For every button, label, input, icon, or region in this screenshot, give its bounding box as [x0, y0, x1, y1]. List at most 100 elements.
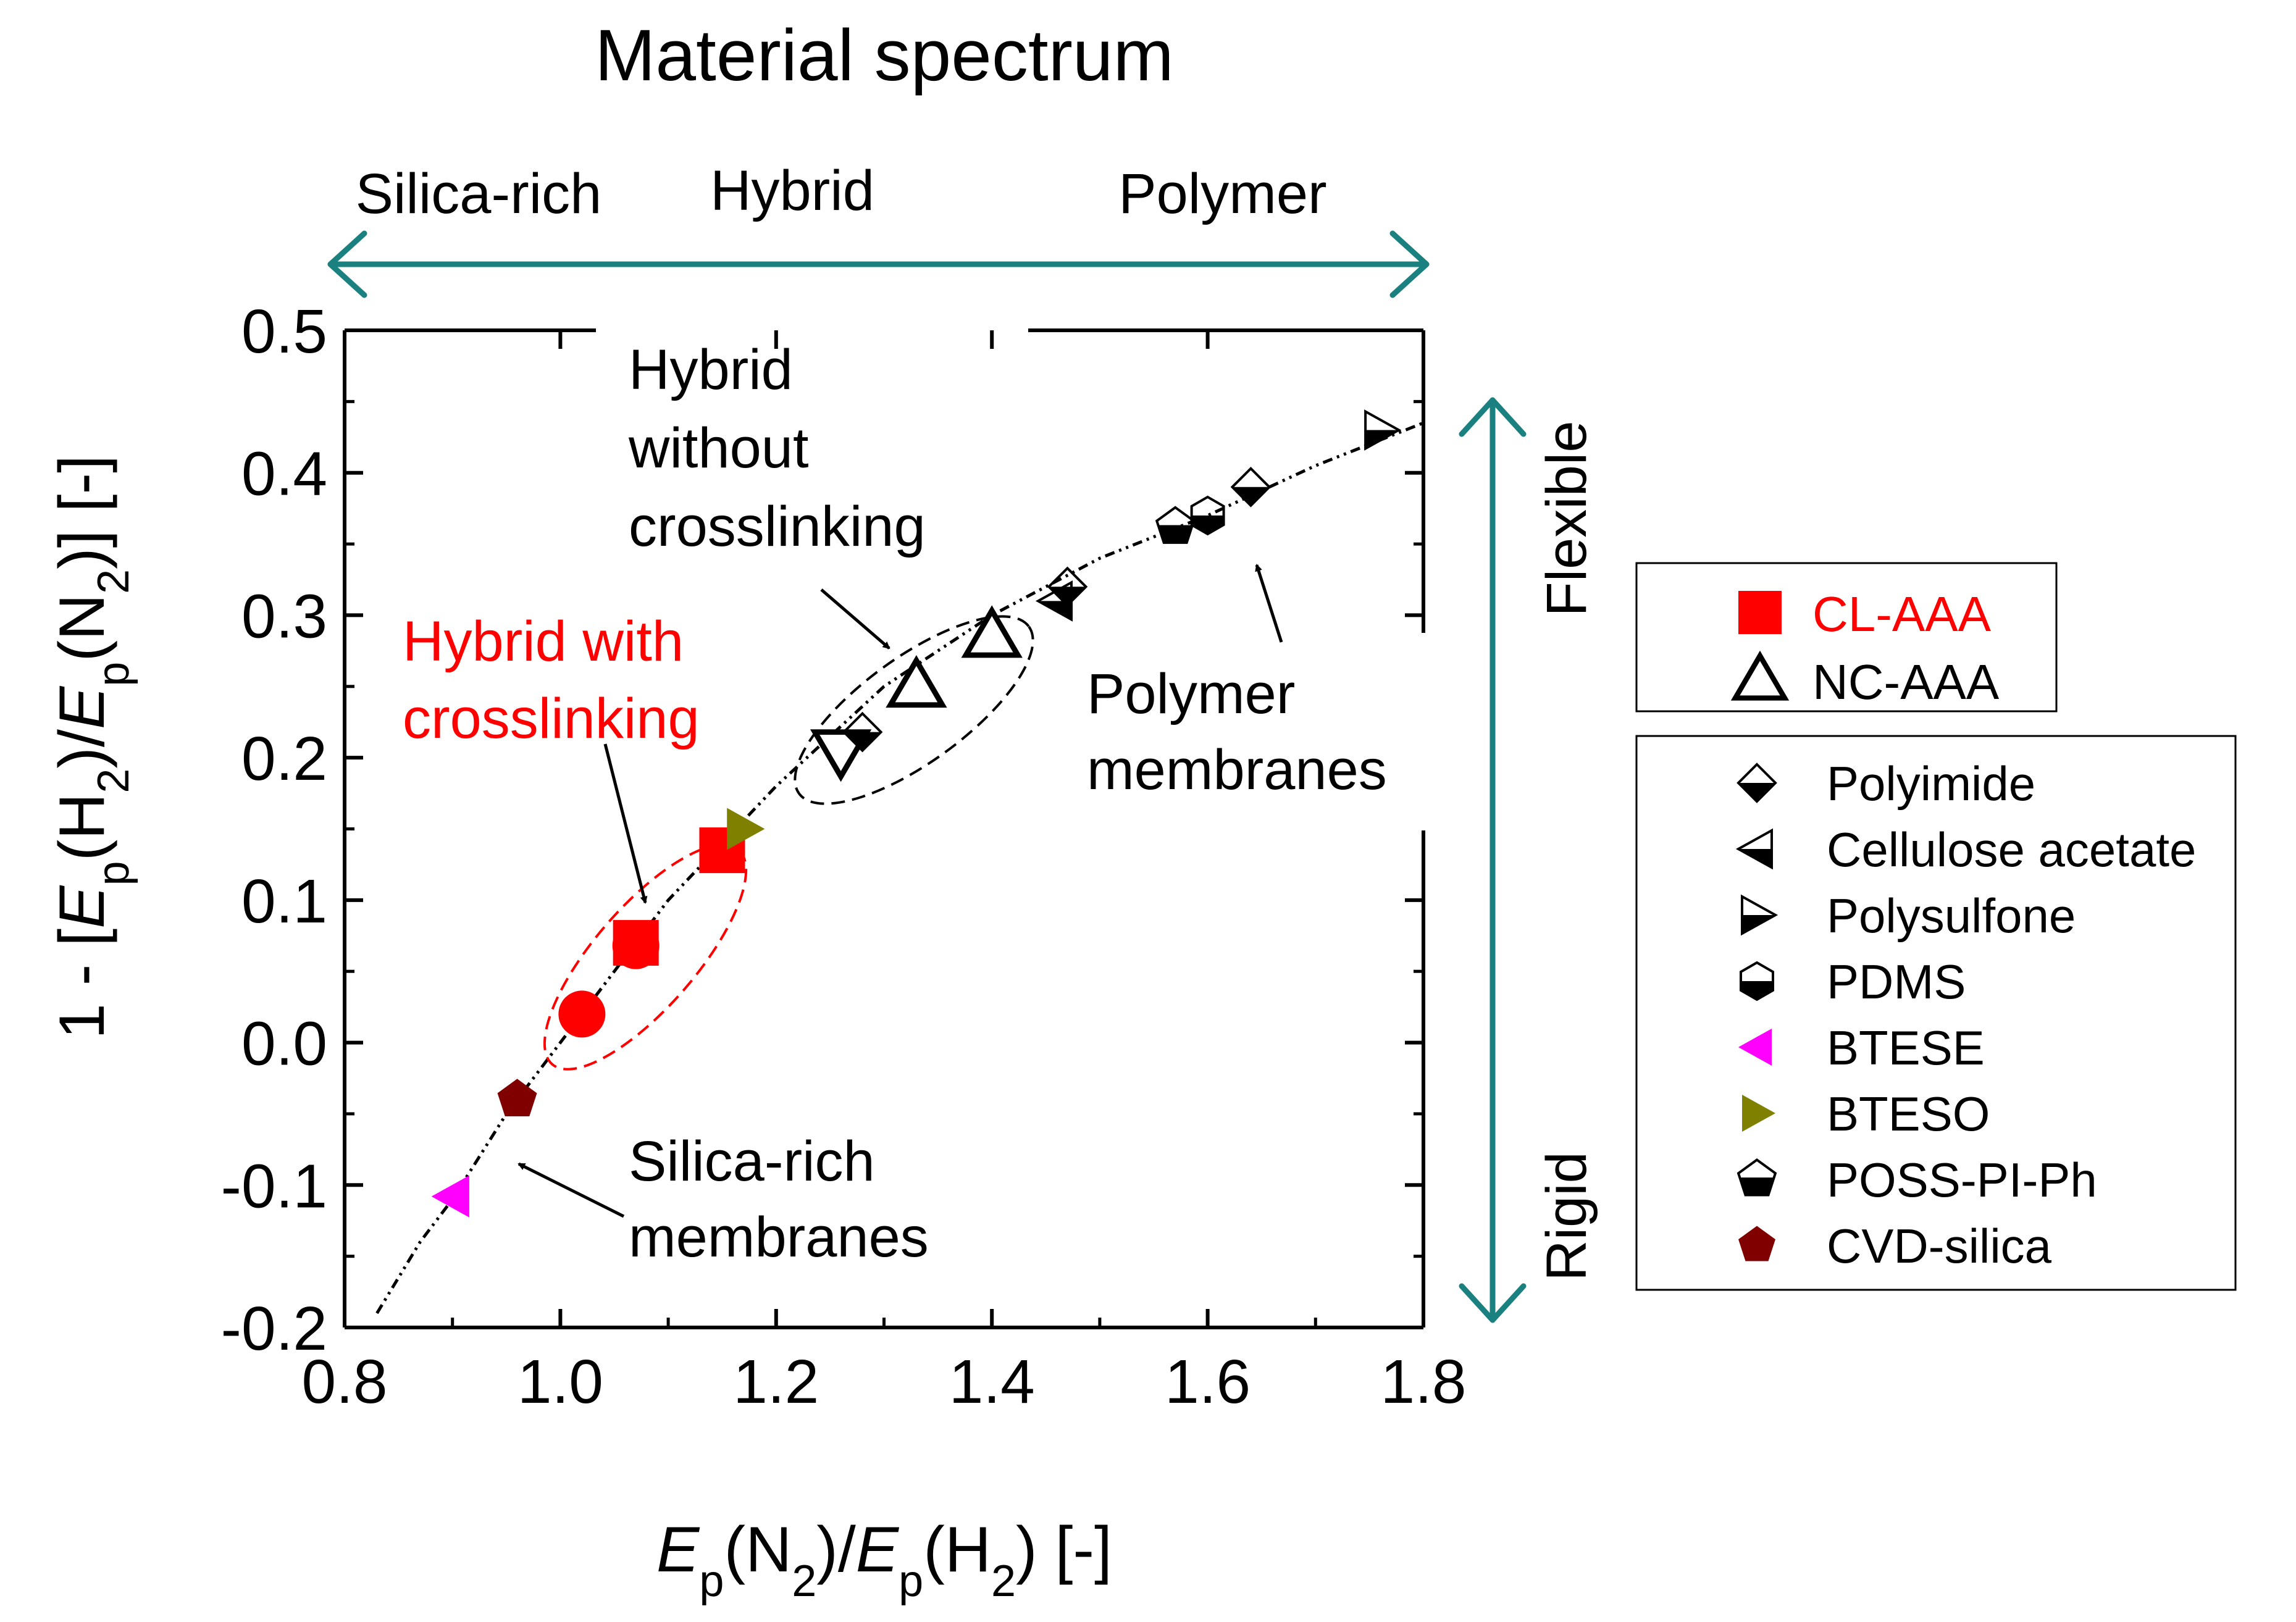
- spectrum-arrow: [327, 230, 1430, 298]
- axis-label-part: 1 - [: [46, 929, 118, 1039]
- annotation-line: crosslinking: [629, 495, 926, 558]
- annotation-line: membranes: [629, 1206, 929, 1269]
- data-point-triangle-left: [431, 1175, 469, 1218]
- chart-title: Material spectrum: [595, 15, 1174, 96]
- x-tick-label: 0.8: [301, 1347, 387, 1416]
- flexible-label: Flexible: [1535, 420, 1598, 616]
- annotation-line: without: [628, 417, 809, 480]
- legend-item: Cellulose acetate: [1735, 822, 2196, 877]
- axis-label-part: E: [46, 685, 118, 729]
- x-tick-label: 1.0: [517, 1347, 603, 1416]
- annotation-hybrid-no-cl: Hybrid without crosslinking: [628, 338, 926, 558]
- axis-label-part: )] [-]: [46, 455, 118, 569]
- data-point-triangle-open: [886, 655, 947, 708]
- legend-item: CL-AAA: [1738, 587, 1992, 642]
- flexibility-arrow: [1459, 397, 1527, 1323]
- data-point-circle: [612, 922, 660, 969]
- annotation-line: Silica-rich: [629, 1130, 875, 1193]
- legend-item: NC-AAA: [1730, 650, 2000, 709]
- legend-label: BTESO: [1827, 1087, 1990, 1141]
- rigid-label: Rigid: [1535, 1152, 1598, 1281]
- axis-label-part: 2: [89, 569, 138, 594]
- legend-label: Polysulfone: [1827, 888, 2076, 943]
- annotation-line: Polymer: [1087, 663, 1295, 725]
- data-point-half-diamond: [842, 711, 883, 753]
- axis-label-part: E: [856, 1514, 900, 1586]
- axis-label-part: (N: [724, 1514, 792, 1586]
- legend-label: Cellulose acetate: [1827, 822, 2196, 877]
- data-points: [431, 409, 1402, 1218]
- y-tick-label: 0.1: [241, 867, 327, 936]
- data-point-pentagon: [497, 1079, 537, 1117]
- annotation-silica: Silica-rich membranes: [629, 1130, 929, 1269]
- data-point-half-pentagon: [1155, 506, 1196, 544]
- data-point-half-diamond: [1047, 566, 1088, 608]
- hybrid-no-cl-ellipse: [794, 615, 1034, 805]
- legend-label: CL-AAA: [1812, 587, 1992, 642]
- y-tick-label: -0.1: [221, 1152, 327, 1221]
- legend-label: POSS-PI-Ph: [1827, 1153, 2097, 1207]
- annotation-line: membranes: [1087, 738, 1387, 801]
- axis-label-part: 2: [792, 1557, 816, 1606]
- trend-line-path: [375, 421, 1424, 1315]
- x-tick-label: 1.6: [1165, 1347, 1251, 1416]
- data-point-triangle-right: [727, 808, 765, 850]
- y-axis-label: 1 - [Ep(H2)/Ep(N2)] [-]: [46, 455, 138, 1039]
- legend-item: CVD-silica: [1738, 1219, 2052, 1273]
- annotation-arrows: [517, 564, 1283, 1218]
- legend-main-box: [1635, 562, 2058, 713]
- axis-label-part: 2: [89, 769, 138, 793]
- legend-label: Polyimide: [1827, 756, 2035, 811]
- legend-label: BTESE: [1827, 1021, 1985, 1075]
- y-tick-label: 0.3: [241, 582, 327, 651]
- data-point-circle: [558, 990, 606, 1038]
- legend-ref: Polyimide Cellulose acetate Polysulfone PDM…: [1735, 756, 2196, 1273]
- axis-label-part: E: [46, 885, 118, 929]
- axis-label-part: 2: [991, 1557, 1016, 1606]
- axis-label-part: (H: [923, 1514, 991, 1586]
- legend-main: CL-AAA NC-AAA: [1730, 587, 2000, 709]
- data-point-half-diamond: [1230, 466, 1272, 508]
- y-tick-label: 0.2: [241, 724, 327, 793]
- x-tick-label: 1.8: [1380, 1347, 1466, 1416]
- axis-label-part: )/: [816, 1514, 856, 1586]
- axis-label-part: p: [699, 1557, 724, 1606]
- axis-ticks: 0.8 1.0 1.2 1.4 1.6 1.8 -0.2 -0.1 0.0 0.1 0.2 0.3 0.…: [221, 297, 1467, 1416]
- legend-item: Polysulfone: [1741, 888, 2076, 943]
- legend-item: BTESE: [1738, 1021, 1985, 1075]
- legend-label: PDMS: [1827, 955, 1966, 1009]
- axis-label-part: (H: [46, 793, 118, 861]
- axis-label-part: p: [899, 1557, 923, 1606]
- y-tick-label: 0.5: [241, 297, 327, 366]
- legend-item: BTESO: [1742, 1087, 1990, 1141]
- legend-item: POSS-PI-Ph: [1737, 1153, 2097, 1207]
- legend-label: CVD-silica: [1827, 1219, 2052, 1273]
- legend-ref-box: [1635, 735, 2237, 1291]
- axis-label-part: ) [-]: [1016, 1514, 1112, 1586]
- legend-item: PDMS: [1740, 955, 1966, 1009]
- axis-label-part: p: [89, 662, 138, 687]
- data-point-half-triangle-left: [1035, 580, 1073, 622]
- x-axis-label: Ep(N2)/Ep(H2) [-]: [656, 1514, 1112, 1606]
- annotation-polymer: Polymer membranes: [1087, 663, 1387, 801]
- spectrum-polymer-label: Polymer: [1118, 162, 1326, 225]
- data-point-triangle-open: [961, 605, 1023, 658]
- axis-label-part: )/: [46, 729, 118, 769]
- legend-item: Polyimide: [1737, 756, 2035, 811]
- legend-label: NC-AAA: [1812, 654, 2000, 709]
- axis-label-part: E: [656, 1514, 700, 1586]
- y-tick-label: 0.0: [241, 1010, 327, 1079]
- annotation-hybrid-cl: Hybrid with crosslinking: [403, 610, 700, 750]
- data-point-half-triangle-right: [1364, 409, 1402, 451]
- y-tick-label: 0.4: [241, 440, 327, 509]
- x-tick-label: 1.4: [949, 1347, 1035, 1416]
- axis-label-part: p: [89, 861, 138, 885]
- annotation-line: Hybrid: [629, 338, 793, 401]
- trend-line: [375, 421, 1424, 1315]
- axis-label-part: (N: [46, 594, 118, 662]
- spectrum-hybrid-label: Hybrid: [710, 159, 874, 222]
- data-point-half-hexagon: [1190, 495, 1225, 536]
- annotation-line: crosslinking: [403, 687, 700, 750]
